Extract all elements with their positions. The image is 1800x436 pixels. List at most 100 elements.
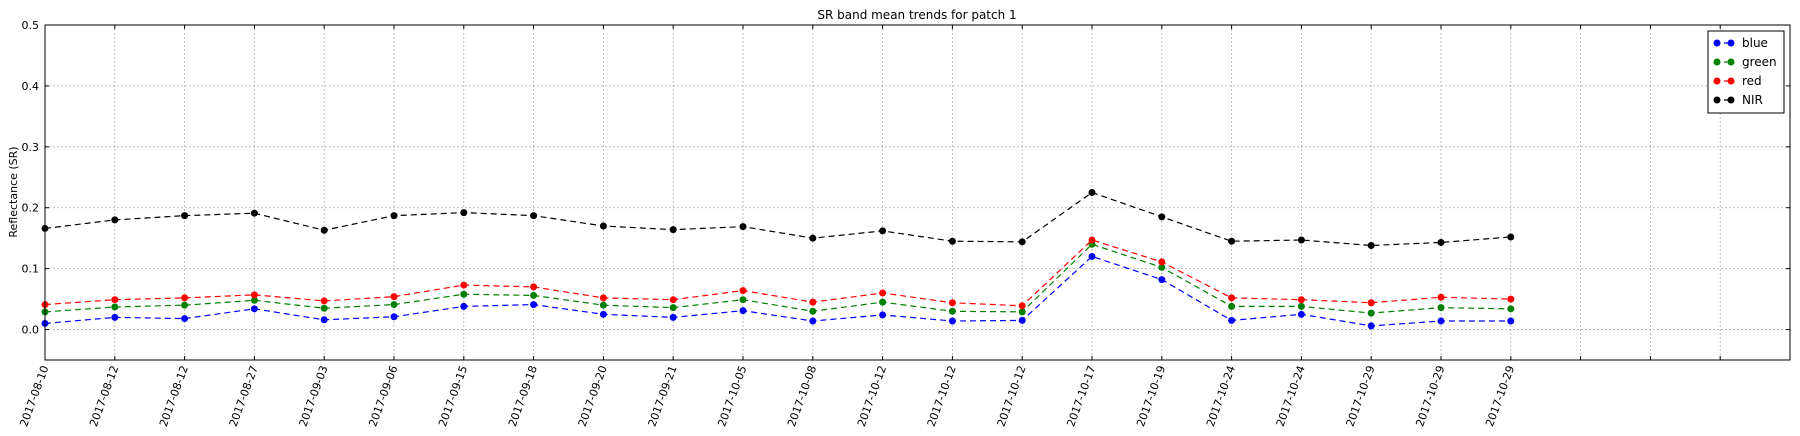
data-point-blue (739, 307, 747, 315)
data-point-green (809, 307, 817, 315)
data-point-blue (1367, 322, 1375, 330)
data-point-red (1437, 293, 1445, 301)
x-tick-label: 2017-10-12 (995, 364, 1029, 429)
data-point-red (390, 293, 398, 301)
data-point-blue (1297, 310, 1305, 318)
grid-layer (44, 24, 1791, 360)
data-point-green (530, 291, 538, 299)
x-tick-label: 2017-09-06 (366, 364, 400, 429)
data-point-blue (1228, 316, 1236, 324)
data-point-blue (599, 310, 607, 318)
data-point-NIR (948, 237, 956, 245)
x-tick-label: 2017-08-12 (157, 364, 191, 429)
data-point-red (739, 287, 747, 295)
x-tick-label: 2017-09-18 (506, 364, 540, 429)
data-point-green (111, 303, 119, 311)
data-point-NIR (809, 234, 817, 242)
data-point-blue (530, 301, 538, 309)
legend-label-NIR: NIR (1742, 93, 1763, 107)
data-point-green (1158, 263, 1166, 271)
data-point-blue (1507, 317, 1515, 325)
data-point-red (1088, 236, 1096, 244)
y-tick-label: 0.5 (22, 19, 40, 32)
data-point-red (599, 294, 607, 302)
plot-frame (44, 24, 1791, 361)
data-point-red (879, 289, 887, 297)
legend-marker-green (1713, 58, 1721, 66)
series-line-red (44, 239, 1511, 307)
legend-marker-blue (1713, 39, 1721, 47)
data-point-NIR (1507, 233, 1515, 241)
data-point-NIR (739, 223, 747, 231)
data-point-green (1507, 305, 1515, 313)
legend: blue green red NIR (1707, 30, 1785, 114)
data-point-red (809, 298, 817, 306)
x-tick-label: 2017-09-20 (576, 364, 610, 429)
y-tick-label: 0.1 (22, 263, 40, 276)
data-point-green (599, 301, 607, 309)
data-point-blue (669, 313, 677, 321)
legend-marker-red (1713, 77, 1721, 85)
data-point-NIR (1367, 241, 1375, 249)
chart-title: SR band mean trends for patch 1 (817, 8, 1016, 22)
data-point-blue (1437, 317, 1445, 325)
data-point-red (181, 294, 189, 302)
data-point-NIR (599, 222, 607, 230)
data-point-blue (390, 313, 398, 321)
x-tick-label: 2017-08-27 (227, 364, 261, 429)
x-tick-label: 2017-09-15 (436, 364, 470, 429)
data-point-green (879, 298, 887, 306)
data-point-green (320, 304, 328, 312)
data-point-blue (879, 311, 887, 319)
data-point-NIR (320, 226, 328, 234)
data-point-red (111, 296, 119, 304)
x-tick-label: 2017-10-19 (1134, 364, 1168, 429)
data-point-NIR (181, 212, 189, 220)
x-tick-label: 2017-10-29 (1413, 364, 1447, 429)
data-point-blue (460, 302, 468, 310)
x-tick-label: 2017-10-17 (1064, 364, 1098, 429)
data-point-NIR (669, 226, 677, 234)
series-layer (41, 189, 1515, 330)
series-line-blue (44, 255, 1511, 327)
data-point-red (530, 283, 538, 291)
series-line-green (44, 243, 1511, 314)
data-point-red (1228, 294, 1236, 302)
data-point-green (1228, 302, 1236, 310)
data-point-NIR (250, 209, 258, 217)
data-point-red (1507, 295, 1515, 303)
data-point-NIR (1018, 238, 1026, 246)
data-point-green (390, 301, 398, 309)
data-point-blue (111, 313, 119, 321)
y-axis-label: Reflectance (SR) (7, 146, 20, 237)
data-point-green (1297, 302, 1305, 310)
legend-marker-NIR (1713, 96, 1721, 104)
data-point-green (1367, 309, 1375, 317)
data-point-green (739, 296, 747, 304)
legend-marker-NIR (1727, 96, 1735, 104)
series-line-NIR (44, 191, 1511, 247)
data-point-NIR (1228, 237, 1236, 245)
data-point-red (1367, 299, 1375, 307)
legend-marker-red (1727, 77, 1735, 85)
x-tick-label: 2017-10-08 (785, 364, 819, 429)
data-point-red (1158, 258, 1166, 266)
x-tick-label: 2017-08-10 (17, 364, 51, 429)
data-point-red (948, 299, 956, 307)
legend-label-green: green (1742, 55, 1777, 69)
data-point-NIR (1297, 236, 1305, 244)
data-point-blue (320, 316, 328, 324)
x-tick-label: 2017-10-29 (1483, 364, 1517, 429)
data-point-NIR (390, 212, 398, 220)
data-point-blue (250, 305, 258, 313)
data-point-blue (948, 317, 956, 325)
data-point-green (1018, 308, 1026, 316)
data-point-red (320, 297, 328, 305)
data-point-NIR (1088, 189, 1096, 196)
data-point-blue (1018, 316, 1026, 324)
y-tick-label: 0.0 (22, 324, 40, 337)
data-point-green (181, 301, 189, 309)
legend-marker-blue (1727, 39, 1735, 47)
